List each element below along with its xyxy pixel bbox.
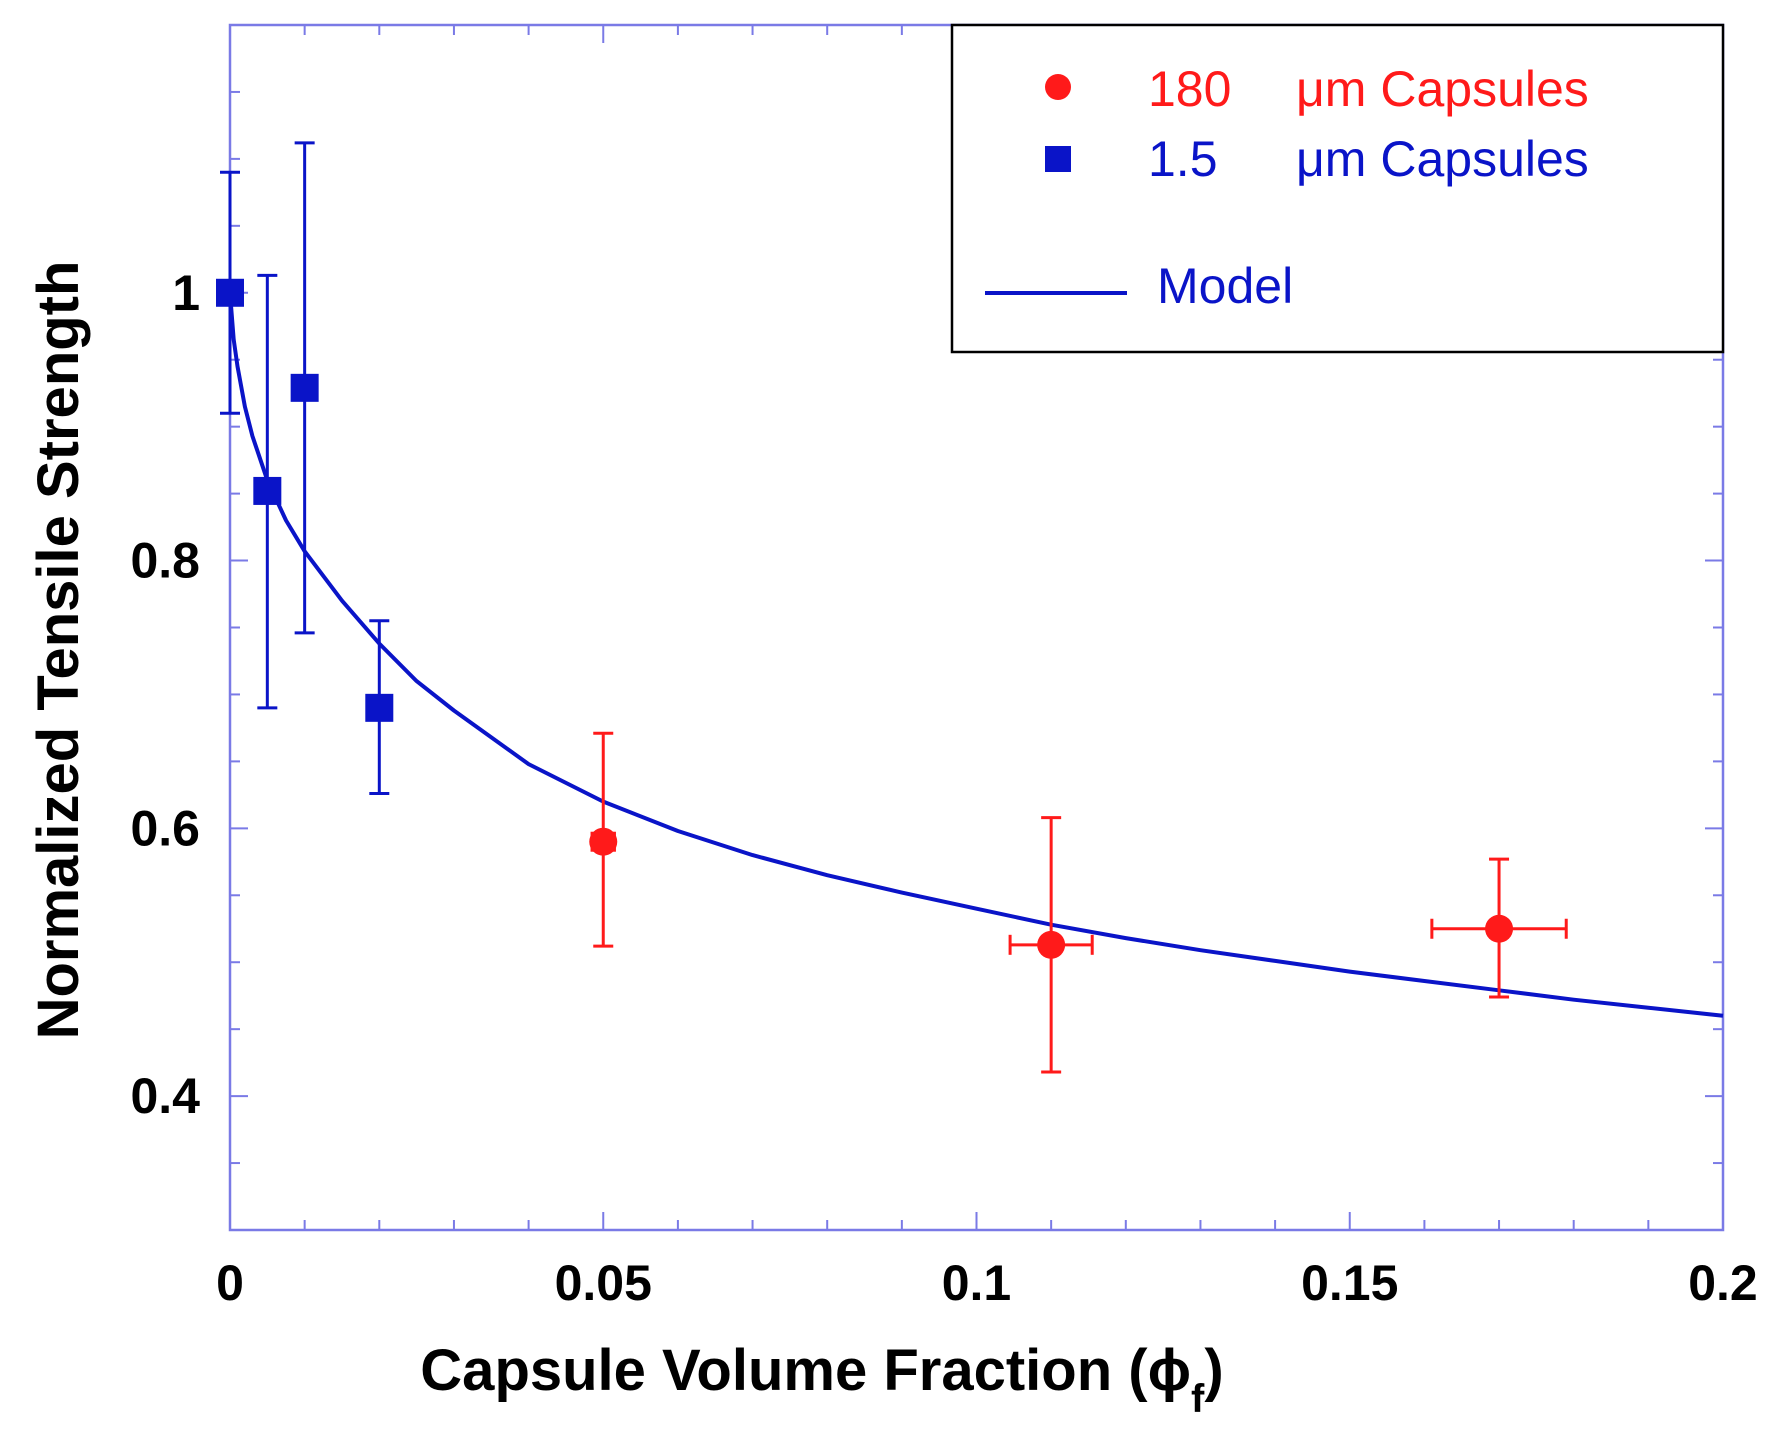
x-tick-label: 0 [216,1255,244,1311]
y-tick-label: 1 [172,265,200,321]
data-point-1p5um [365,693,394,722]
x-tick-label: 0.2 [1688,1255,1758,1311]
y-axis-title: Normalized Tensile Strength [26,261,91,1040]
data-point-1p5um [290,373,319,402]
data-point-180um [589,827,618,856]
x-tick-label: 0.05 [555,1255,652,1311]
legend-label-model: Model [1157,258,1293,314]
legend-box [950,23,1725,354]
legend: 180 μm Capsules 1.5 μm Capsules Model [950,23,1725,354]
y-tick-label: 0.6 [130,800,200,856]
y-tick-label: 0.4 [130,1068,200,1124]
tick-labels: 0 0.05 0.1 0.15 0.2 0.4 0.6 0.8 1 [130,265,1757,1311]
data-point-180um [1485,914,1514,943]
y-tick-label: 0.8 [130,533,200,589]
data-markers [216,278,1514,959]
data-point-1p5um [253,476,282,505]
x-tick-label: 0.1 [942,1255,1012,1311]
legend-label-180um: 180 μm Capsules [1148,61,1589,117]
legend-marker-1p5um [1045,146,1071,172]
model-layer [228,292,1724,1018]
x-axis-title: Capsule Volume Fraction (ϕf) [420,1338,1223,1421]
legend-marker-180um [1045,74,1071,100]
data-point-180um [1037,930,1066,959]
model-curve [228,292,1724,1018]
data-point-1p5um [216,278,244,307]
legend-label-1p5um: 1.5 μm Capsules [1148,131,1589,187]
x-tick-label: 0.15 [1301,1255,1398,1311]
